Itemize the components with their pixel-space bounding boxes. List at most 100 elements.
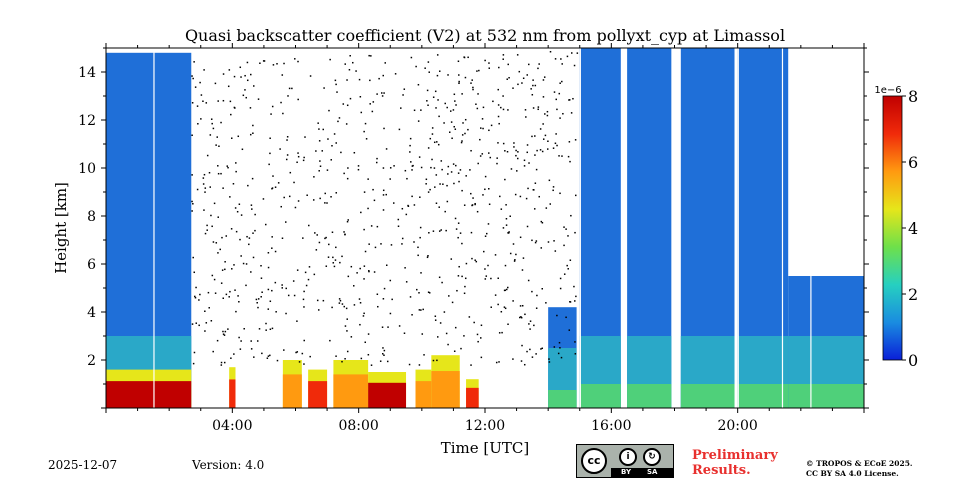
noise-pixel [420, 309, 422, 311]
noise-pixel [393, 165, 395, 167]
noise-pixel [338, 302, 341, 304]
noise-pixel [526, 151, 529, 154]
noise-pixel [442, 183, 444, 185]
share-alike-icon: ↻ [643, 448, 661, 466]
noise-pixel [509, 215, 511, 217]
noise-pixel [383, 127, 385, 130]
noise-pixel [342, 103, 345, 105]
noise-pixel [210, 214, 212, 217]
noise-pixel [424, 67, 426, 69]
noise-pixel [411, 165, 414, 167]
noise-pixel [267, 355, 270, 357]
noise-pixel [386, 360, 389, 363]
noise-pixel [389, 279, 392, 282]
noise-pixel [360, 357, 363, 360]
noise-pixel [538, 63, 540, 65]
signal-boundary-layer [579, 384, 621, 408]
noise-pixel [312, 199, 315, 201]
noise-pixel [438, 70, 441, 72]
noise-pixel [239, 348, 242, 350]
noise-pixel [480, 127, 482, 129]
noise-pixel [265, 322, 267, 325]
noise-pixel [196, 188, 199, 191]
noise-pixel [465, 175, 467, 177]
noise-pixel [435, 107, 437, 109]
noise-pixel [498, 332, 501, 334]
noise-pixel [563, 273, 566, 275]
noise-pixel [489, 156, 492, 159]
y-axis-label: Height [km] [52, 182, 70, 274]
noise-pixel [453, 350, 456, 352]
noise-pixel [326, 169, 329, 171]
noise-pixel [385, 148, 388, 150]
noise-pixel [385, 193, 387, 196]
noise-pixel [382, 298, 385, 300]
noise-pixel [507, 286, 509, 289]
noise-pixel [381, 95, 384, 97]
noise-pixel [253, 356, 255, 358]
noise-pixel [335, 246, 337, 249]
noise-pixel [458, 80, 460, 83]
noise-pixel [497, 104, 500, 106]
noise-pixel [235, 230, 238, 233]
noise-pixel [254, 229, 256, 232]
noise-pixel [313, 273, 316, 276]
person-icon: i [619, 448, 637, 466]
noise-pixel [339, 261, 341, 264]
noise-pixel [269, 300, 272, 303]
noise-pixel [473, 321, 475, 324]
noise-pixel [569, 160, 571, 163]
noise-pixel [484, 175, 487, 178]
noise-pixel [301, 352, 304, 355]
noise-pixel [570, 52, 573, 54]
noise-pixel [534, 182, 537, 184]
noise-pixel [446, 200, 449, 203]
signal-boundary-layer [627, 384, 672, 408]
noise-pixel [324, 202, 326, 204]
noise-pixel [347, 219, 349, 221]
noise-pixel [367, 353, 370, 356]
noise-pixel [495, 361, 498, 364]
noise-pixel [206, 224, 208, 227]
noise-pixel [428, 232, 430, 234]
noise-pixel [512, 243, 515, 245]
noise-pixel [350, 265, 353, 268]
license-line2: CC BY SA 4.0 License. [806, 469, 899, 478]
noise-pixel [405, 281, 408, 283]
noise-pixel [238, 336, 240, 339]
noise-pixel [296, 161, 298, 164]
noise-pixel [287, 95, 289, 97]
noise-pixel [534, 241, 537, 244]
noise-pixel [232, 183, 235, 185]
noise-pixel [382, 347, 384, 349]
noise-pixel [274, 281, 277, 284]
noise-pixel [504, 307, 507, 310]
noise-pixel [196, 105, 199, 107]
noise-pixel [401, 243, 403, 245]
noise-pixel [516, 54, 519, 56]
noise-pixel [542, 138, 545, 140]
noise-pixel [488, 203, 491, 206]
noise-pixel [239, 66, 242, 69]
noise-pixel [458, 265, 460, 268]
noise-pixel [230, 137, 233, 139]
noise-pixel [470, 82, 472, 84]
noise-pixel [235, 170, 237, 173]
noise-pixel [367, 178, 369, 180]
noise-pixel [269, 152, 271, 155]
noise-pixel [222, 297, 225, 300]
noise-pixel [229, 196, 231, 198]
noise-pixel [526, 144, 529, 146]
noise-pixel [406, 177, 408, 180]
noise-pixel [339, 299, 342, 302]
noise-pixel [514, 193, 517, 196]
noise-pixel [484, 235, 487, 237]
noise-pixel [191, 200, 193, 203]
noise-pixel [337, 120, 339, 123]
noise-pixel [211, 225, 213, 228]
noise-pixel [526, 350, 528, 353]
noise-pixel [409, 296, 412, 298]
noise-pixel [561, 155, 563, 157]
noise-pixel [383, 287, 386, 290]
noise-pixel [574, 139, 577, 141]
